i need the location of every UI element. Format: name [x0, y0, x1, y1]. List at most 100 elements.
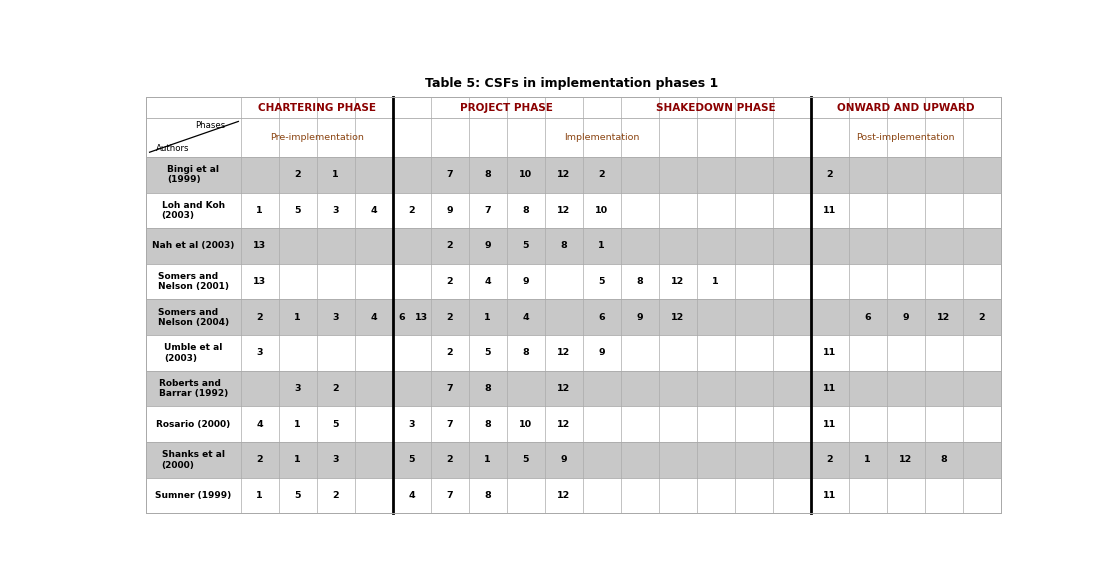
Text: 13: 13: [414, 313, 427, 322]
Text: 3: 3: [333, 206, 339, 215]
Text: 7: 7: [446, 384, 453, 393]
Text: 11: 11: [822, 420, 836, 429]
Text: 8: 8: [522, 349, 529, 357]
Text: 2: 2: [295, 170, 301, 179]
Text: 12: 12: [898, 455, 912, 464]
Text: 2: 2: [333, 491, 339, 500]
Text: 2: 2: [979, 313, 984, 322]
Text: Bingi et al
(1999): Bingi et al (1999): [167, 165, 219, 184]
Text: Umble et al
(2003): Umble et al (2003): [164, 343, 222, 363]
Text: 3: 3: [257, 349, 263, 357]
Text: 1: 1: [257, 491, 263, 500]
Text: 10: 10: [595, 206, 608, 215]
Bar: [146, 300, 1001, 335]
Text: 8: 8: [636, 277, 643, 286]
Text: 1: 1: [712, 277, 719, 286]
Text: 3: 3: [408, 420, 415, 429]
Text: 11: 11: [822, 491, 836, 500]
Text: 12: 12: [557, 420, 570, 429]
Text: 9: 9: [522, 277, 529, 286]
Text: 10: 10: [519, 170, 532, 179]
Text: Rosario (2000): Rosario (2000): [156, 420, 230, 429]
Text: Shanks et al
(2000): Shanks et al (2000): [162, 450, 224, 470]
Text: Authors: Authors: [155, 144, 189, 153]
Text: 7: 7: [446, 170, 453, 179]
Text: 8: 8: [560, 242, 567, 250]
Text: 9: 9: [598, 349, 605, 357]
Text: 6: 6: [398, 313, 405, 322]
Text: 6: 6: [864, 313, 870, 322]
Text: 3: 3: [295, 384, 301, 393]
Text: 2: 2: [446, 455, 453, 464]
Text: Post-implementation: Post-implementation: [856, 133, 955, 142]
Text: 12: 12: [557, 170, 570, 179]
Text: Phases: Phases: [195, 122, 225, 130]
Text: 12: 12: [557, 384, 570, 393]
Text: 2: 2: [446, 313, 453, 322]
Text: 12: 12: [671, 313, 684, 322]
Text: 2: 2: [598, 170, 605, 179]
Text: Somers and
Nelson (2004): Somers and Nelson (2004): [157, 307, 229, 327]
Bar: [146, 335, 1001, 371]
Text: 8: 8: [484, 491, 491, 500]
Text: 1: 1: [333, 170, 339, 179]
Text: Loh and Koh
(2003): Loh and Koh (2003): [162, 201, 224, 220]
Text: Table 5: CSFs in implementation phases 1: Table 5: CSFs in implementation phases 1: [425, 77, 719, 90]
Text: 1: 1: [484, 313, 491, 322]
Text: 5: 5: [522, 242, 529, 250]
Text: 12: 12: [557, 206, 570, 215]
Text: 2: 2: [408, 206, 415, 215]
Text: 8: 8: [484, 420, 491, 429]
Text: Pre-implementation: Pre-implementation: [270, 133, 364, 142]
Text: 2: 2: [826, 455, 833, 464]
Bar: [146, 406, 1001, 442]
Text: 1: 1: [864, 455, 870, 464]
Text: 5: 5: [333, 420, 339, 429]
Text: Implementation: Implementation: [564, 133, 639, 142]
Text: 1: 1: [295, 313, 301, 322]
Text: 12: 12: [937, 313, 950, 322]
Bar: [146, 371, 1001, 406]
Text: 11: 11: [822, 349, 836, 357]
Text: 5: 5: [295, 206, 301, 215]
Text: 2: 2: [446, 349, 453, 357]
Text: 12: 12: [557, 349, 570, 357]
Text: 9: 9: [636, 313, 643, 322]
Text: 8: 8: [940, 455, 946, 464]
Text: PROJECT PHASE: PROJECT PHASE: [460, 102, 554, 112]
Text: 8: 8: [522, 206, 529, 215]
Text: Somers and
Nelson (2001): Somers and Nelson (2001): [157, 272, 229, 292]
Text: 1: 1: [257, 206, 263, 215]
Text: 3: 3: [333, 455, 339, 464]
Text: 5: 5: [295, 491, 301, 500]
Bar: [146, 478, 1001, 513]
Text: 5: 5: [598, 277, 605, 286]
Text: 3: 3: [333, 313, 339, 322]
Text: 4: 4: [484, 277, 491, 286]
Text: 4: 4: [371, 206, 377, 215]
Text: 2: 2: [446, 242, 453, 250]
Text: 2: 2: [257, 313, 263, 322]
Text: 1: 1: [295, 455, 301, 464]
Text: 11: 11: [822, 384, 836, 393]
Text: 6: 6: [598, 313, 605, 322]
Text: 10: 10: [519, 420, 532, 429]
Text: Nah et al (2003): Nah et al (2003): [152, 242, 234, 250]
Text: 2: 2: [446, 277, 453, 286]
Text: 12: 12: [671, 277, 684, 286]
Text: 5: 5: [522, 455, 529, 464]
Text: 2: 2: [257, 455, 263, 464]
Text: CHARTERING PHASE: CHARTERING PHASE: [258, 102, 376, 112]
Text: 7: 7: [484, 206, 491, 215]
Text: 1: 1: [598, 242, 605, 250]
Text: 2: 2: [826, 170, 833, 179]
Text: 8: 8: [484, 170, 491, 179]
Text: 9: 9: [560, 455, 567, 464]
Bar: [146, 118, 1001, 157]
Bar: [146, 97, 1001, 118]
Text: 13: 13: [253, 242, 267, 250]
Text: 9: 9: [902, 313, 908, 322]
Text: 1: 1: [295, 420, 301, 429]
Bar: [146, 228, 1001, 264]
Text: ONWARD AND UPWARD: ONWARD AND UPWARD: [837, 102, 974, 112]
